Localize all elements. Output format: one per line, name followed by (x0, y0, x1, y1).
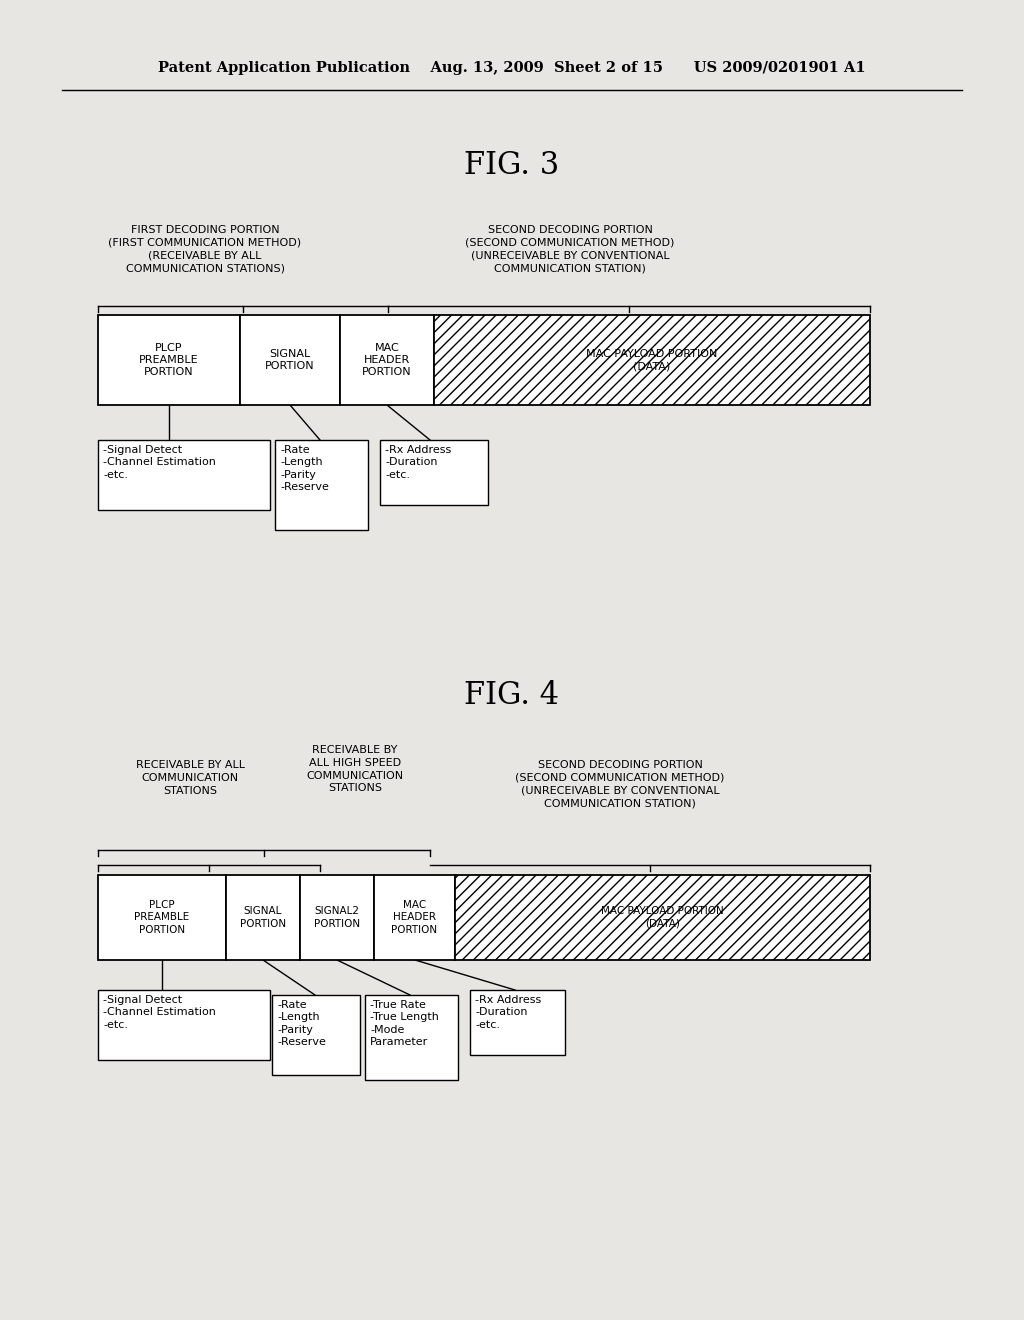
Text: SECOND DECODING PORTION
(SECOND COMMUNICATION METHOD)
(UNRECEIVABLE BY CONVENTIO: SECOND DECODING PORTION (SECOND COMMUNIC… (465, 224, 675, 273)
FancyBboxPatch shape (275, 440, 368, 531)
FancyBboxPatch shape (98, 440, 270, 510)
FancyBboxPatch shape (98, 875, 226, 960)
Text: FIG. 4: FIG. 4 (465, 680, 559, 710)
FancyBboxPatch shape (98, 315, 240, 405)
Text: -Signal Detect
-Channel Estimation
-etc.: -Signal Detect -Channel Estimation -etc. (103, 995, 216, 1030)
Text: SIGNAL
PORTION: SIGNAL PORTION (265, 348, 314, 371)
FancyBboxPatch shape (380, 440, 488, 506)
Text: PLCP
PREAMBLE
PORTION: PLCP PREAMBLE PORTION (139, 343, 199, 378)
FancyBboxPatch shape (240, 315, 340, 405)
FancyBboxPatch shape (434, 315, 870, 405)
FancyBboxPatch shape (365, 995, 458, 1080)
Text: -Rate
-Length
-Parity
-Reserve: -Rate -Length -Parity -Reserve (278, 1001, 326, 1047)
FancyBboxPatch shape (340, 315, 434, 405)
Text: RECEIVABLE BY ALL
COMMUNICATION
STATIONS: RECEIVABLE BY ALL COMMUNICATION STATIONS (135, 760, 245, 796)
FancyBboxPatch shape (470, 990, 565, 1055)
Text: FIG. 3: FIG. 3 (464, 149, 560, 181)
Text: -True Rate
-True Length
-Mode
Parameter: -True Rate -True Length -Mode Parameter (370, 1001, 439, 1047)
Text: SIGNAL2
PORTION: SIGNAL2 PORTION (314, 907, 360, 929)
Text: MAC
HEADER
PORTION: MAC HEADER PORTION (362, 343, 412, 378)
Text: Patent Application Publication    Aug. 13, 2009  Sheet 2 of 15      US 2009/0201: Patent Application Publication Aug. 13, … (158, 61, 866, 75)
Text: MAC PAYLOAD PORTION
(DATA): MAC PAYLOAD PORTION (DATA) (601, 907, 724, 929)
Text: MAC
HEADER
PORTION: MAC HEADER PORTION (391, 900, 437, 935)
Text: FIRST DECODING PORTION
(FIRST COMMUNICATION METHOD)
(RECEIVABLE BY ALL
COMMUNICA: FIRST DECODING PORTION (FIRST COMMUNICAT… (109, 224, 301, 273)
Text: -Rx Address
-Duration
-etc.: -Rx Address -Duration -etc. (475, 995, 542, 1030)
Text: SIGNAL
PORTION: SIGNAL PORTION (240, 907, 286, 929)
FancyBboxPatch shape (226, 875, 300, 960)
Text: MAC PAYLOAD PORTION
(DATA): MAC PAYLOAD PORTION (DATA) (587, 348, 718, 371)
FancyBboxPatch shape (455, 875, 870, 960)
Text: -Rate
-Length
-Parity
-Reserve: -Rate -Length -Parity -Reserve (280, 445, 329, 492)
FancyBboxPatch shape (300, 875, 374, 960)
FancyBboxPatch shape (98, 990, 270, 1060)
Text: PLCP
PREAMBLE
PORTION: PLCP PREAMBLE PORTION (134, 900, 189, 935)
Text: -Rx Address
-Duration
-etc.: -Rx Address -Duration -etc. (385, 445, 452, 479)
FancyBboxPatch shape (272, 995, 360, 1074)
Text: SECOND DECODING PORTION
(SECOND COMMUNICATION METHOD)
(UNRECEIVABLE BY CONVENTIO: SECOND DECODING PORTION (SECOND COMMUNIC… (515, 760, 725, 808)
Text: RECEIVABLE BY
ALL HIGH SPEED
COMMUNICATION
STATIONS: RECEIVABLE BY ALL HIGH SPEED COMMUNICATI… (306, 744, 403, 793)
Text: -Signal Detect
-Channel Estimation
-etc.: -Signal Detect -Channel Estimation -etc. (103, 445, 216, 479)
FancyBboxPatch shape (374, 875, 455, 960)
